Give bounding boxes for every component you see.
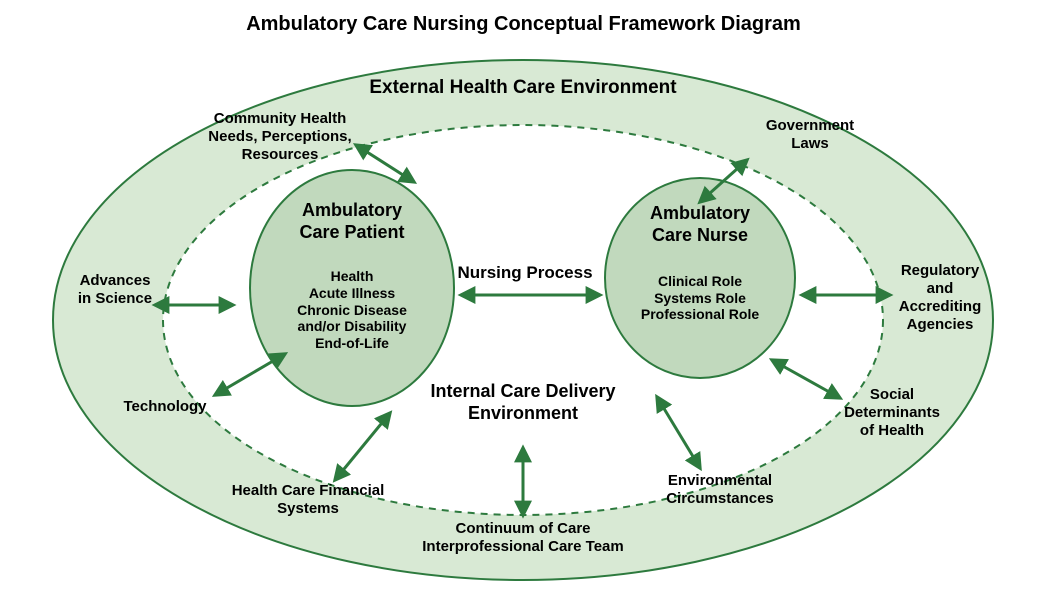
label-technology: Technology xyxy=(95,398,235,416)
label-continuum: Continuum of Care Interprofessional Care… xyxy=(373,520,673,556)
label-patient_body: Health Acute Illness Chronic Disease and… xyxy=(262,268,442,352)
label-advances: Advances in Science xyxy=(45,272,185,308)
label-nursing_process: Nursing Process xyxy=(425,263,625,283)
label-regulatory: Regulatory and Accrediting Agencies xyxy=(865,262,1015,334)
label-nurse_title: Ambulatory Care Nurse xyxy=(610,203,790,246)
label-internal_env: Internal Care Delivery Environment xyxy=(373,381,673,424)
diagram-stage: Ambulatory Care Nursing Conceptual Frame… xyxy=(0,0,1047,595)
label-gov: Government Laws xyxy=(730,117,890,153)
label-social: Social Determinants of Health xyxy=(812,386,972,440)
label-hcfs: Health Care Financial Systems xyxy=(188,482,428,518)
label-external_env: External Health Care Environment xyxy=(313,77,733,100)
label-patient_title: Ambulatory Care Patient xyxy=(262,200,442,243)
label-community: Community Health Needs, Perceptions, Res… xyxy=(170,110,390,164)
label-envcirc: Environmental Circumstances xyxy=(620,472,820,508)
label-nurse_body: Clinical Role Systems Role Professional … xyxy=(610,273,790,323)
